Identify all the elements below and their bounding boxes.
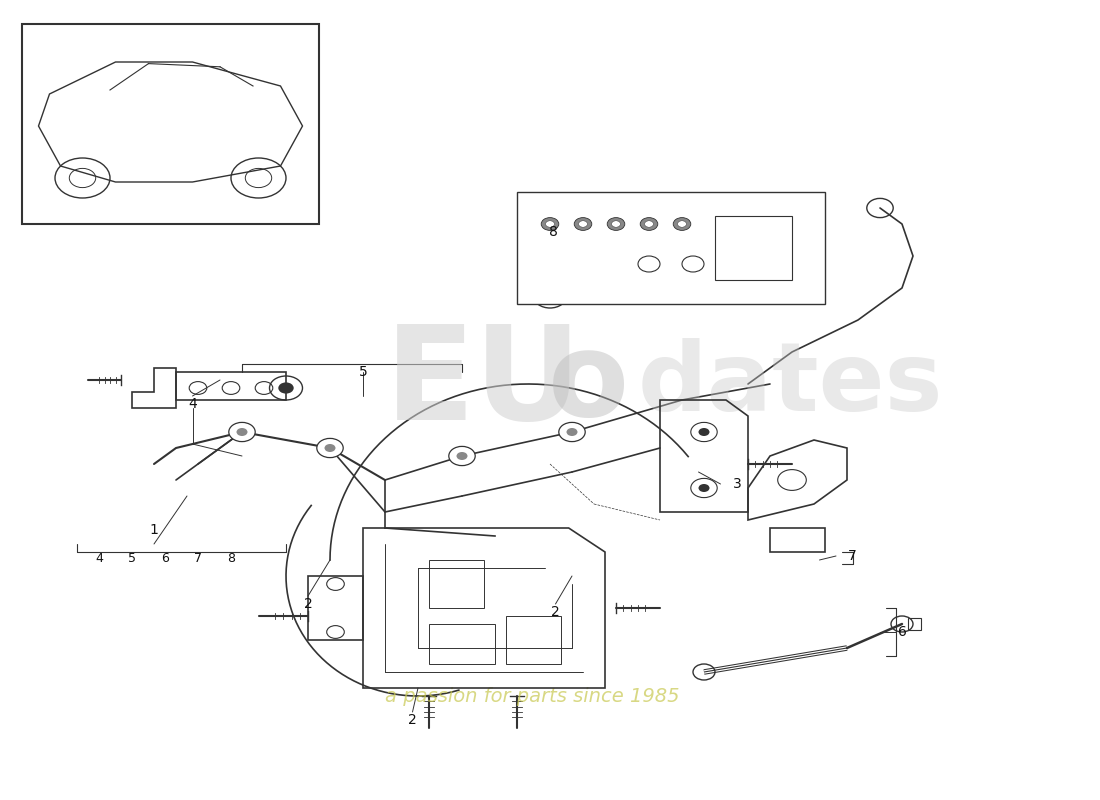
Text: o: o [548,326,629,442]
Circle shape [543,291,557,301]
Circle shape [607,218,625,230]
Circle shape [663,234,679,246]
Circle shape [680,234,695,246]
Text: 6: 6 [161,552,169,565]
Bar [429,560,484,608]
Text: 8: 8 [549,225,558,239]
Text: 2: 2 [408,713,417,727]
Circle shape [579,221,587,227]
Circle shape [630,234,646,246]
Text: 4: 4 [188,397,197,411]
Circle shape [574,218,592,230]
Text: 8: 8 [227,552,235,565]
Circle shape [546,221,554,227]
Bar [506,616,561,664]
Text: 2: 2 [304,597,312,611]
Circle shape [317,438,343,458]
Text: 5: 5 [359,365,367,379]
Circle shape [236,428,248,436]
Bar [908,618,921,630]
Bar [715,216,792,280]
Circle shape [449,446,475,466]
Bar [429,624,495,664]
Text: 7: 7 [194,552,202,565]
Circle shape [229,422,255,442]
Circle shape [673,218,691,230]
Text: 1: 1 [150,522,158,537]
Text: 5: 5 [128,552,136,565]
Bar [517,192,825,304]
Text: EU: EU [385,321,582,447]
Circle shape [541,218,559,230]
Text: 2: 2 [551,605,560,619]
Circle shape [698,428,710,436]
Circle shape [324,444,336,452]
Circle shape [698,484,710,492]
Circle shape [327,626,344,638]
Circle shape [640,218,658,230]
Circle shape [327,578,344,590]
Text: 3: 3 [733,477,741,491]
Circle shape [559,422,585,442]
Circle shape [647,234,662,246]
Text: a passion for parts since 1985: a passion for parts since 1985 [385,686,680,706]
Circle shape [278,382,294,394]
Text: dates: dates [638,338,944,430]
Bar [22,24,319,224]
Circle shape [645,221,653,227]
Circle shape [456,452,468,460]
Circle shape [566,428,578,436]
Text: 4: 4 [95,552,103,565]
Text: 6: 6 [898,625,906,639]
Circle shape [612,221,620,227]
Circle shape [678,221,686,227]
Text: 7: 7 [848,549,857,563]
